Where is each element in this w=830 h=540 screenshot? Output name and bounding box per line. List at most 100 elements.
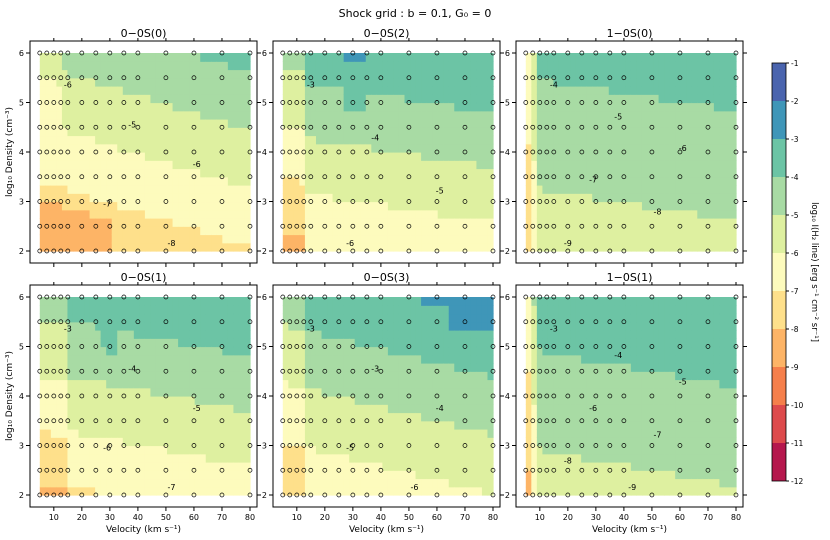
field-cell	[95, 396, 102, 405]
field-cell	[111, 127, 118, 137]
field-cell	[211, 168, 218, 178]
field-cell	[244, 379, 251, 389]
field-cell	[360, 127, 367, 137]
field-cell	[95, 305, 102, 315]
field-cell	[393, 53, 400, 62]
field-cell	[321, 110, 328, 120]
field-cell	[200, 462, 207, 471]
figure-title: Shock grid : b = 0.1, G₀ = 0	[339, 7, 492, 20]
field-cell	[608, 61, 615, 71]
field-cell	[702, 77, 709, 87]
field-cell	[50, 437, 57, 447]
field-cell	[172, 453, 179, 463]
field-cell	[603, 61, 610, 71]
field-cell	[111, 445, 118, 455]
field-cell	[50, 453, 57, 463]
field-cell	[106, 94, 113, 104]
field-cell	[89, 453, 96, 463]
field-cell	[404, 185, 411, 194]
field-cell	[194, 102, 201, 112]
field-cell	[321, 193, 328, 203]
field-cell	[45, 453, 52, 463]
field-cell	[432, 160, 439, 170]
field-cell	[630, 218, 638, 227]
field-cell	[536, 110, 543, 120]
field-cell	[321, 346, 328, 356]
field-cell	[421, 218, 428, 227]
field-cell	[144, 119, 152, 128]
field-cell	[222, 226, 229, 236]
field-cell	[133, 396, 140, 405]
field-cell	[376, 61, 383, 71]
field-cell	[686, 86, 693, 95]
sample-point	[434, 50, 440, 56]
field-cell	[315, 143, 323, 153]
field-cell	[106, 135, 113, 145]
field-cell	[393, 412, 400, 422]
sample-point	[58, 149, 64, 155]
field-cell	[332, 412, 339, 422]
field-cell	[111, 379, 118, 389]
field-cell	[194, 462, 201, 471]
field-cell	[122, 445, 129, 455]
field-cell	[603, 152, 610, 161]
sample-point	[530, 149, 536, 155]
field-cell	[304, 297, 312, 306]
sample-point	[544, 174, 550, 180]
field-cell	[387, 168, 395, 178]
field-cell	[304, 445, 312, 455]
field-cell	[321, 478, 328, 488]
field-cell	[536, 234, 543, 244]
field-cell	[78, 168, 85, 178]
field-cell	[525, 102, 532, 112]
field-cell	[144, 77, 152, 87]
field-cell	[139, 110, 146, 120]
field-cell	[708, 77, 715, 87]
field-cell	[382, 152, 389, 161]
field-cell	[50, 102, 57, 112]
field-cell	[354, 94, 361, 104]
field-cell	[117, 61, 124, 71]
sample-point	[121, 368, 127, 374]
panel-3: 0−0S(1)10 20 30 40 50 60 70 8023456-3-4-5-6-7Ve…	[5, 271, 261, 535]
field-cell	[144, 53, 152, 62]
field-cell	[719, 61, 726, 71]
field-cell	[167, 110, 174, 120]
field-cell	[426, 354, 433, 364]
field-cell	[299, 86, 306, 95]
field-cell	[211, 152, 218, 161]
field-cell	[443, 61, 450, 71]
field-cell	[398, 321, 406, 331]
field-cell	[349, 119, 356, 128]
field-cell	[194, 346, 201, 356]
sample-point	[490, 248, 496, 254]
sample-point	[621, 248, 627, 254]
field-cell	[167, 387, 174, 397]
field-cell	[39, 168, 46, 178]
sample-point	[649, 124, 655, 130]
field-cell	[614, 226, 621, 236]
field-cell	[56, 429, 63, 438]
field-cell	[415, 453, 422, 463]
field-cell	[288, 135, 295, 145]
field-cell	[178, 110, 185, 120]
field-cell	[233, 201, 240, 211]
field-cell	[354, 110, 361, 120]
field-cell	[338, 119, 345, 128]
field-cell	[398, 338, 406, 348]
field-cell	[338, 379, 345, 389]
field-cell	[222, 313, 229, 323]
field-cell	[597, 226, 604, 236]
field-cell	[122, 209, 129, 219]
field-cell	[387, 338, 395, 348]
field-cell	[338, 346, 345, 356]
field-cell	[625, 209, 632, 219]
field-cell	[332, 110, 339, 120]
field-cell	[89, 297, 96, 306]
field-cell	[299, 160, 306, 170]
sample-point	[308, 124, 314, 130]
field-cell	[354, 338, 361, 348]
field-cell	[614, 160, 621, 170]
field-cell	[641, 53, 649, 62]
field-cell	[625, 94, 632, 104]
